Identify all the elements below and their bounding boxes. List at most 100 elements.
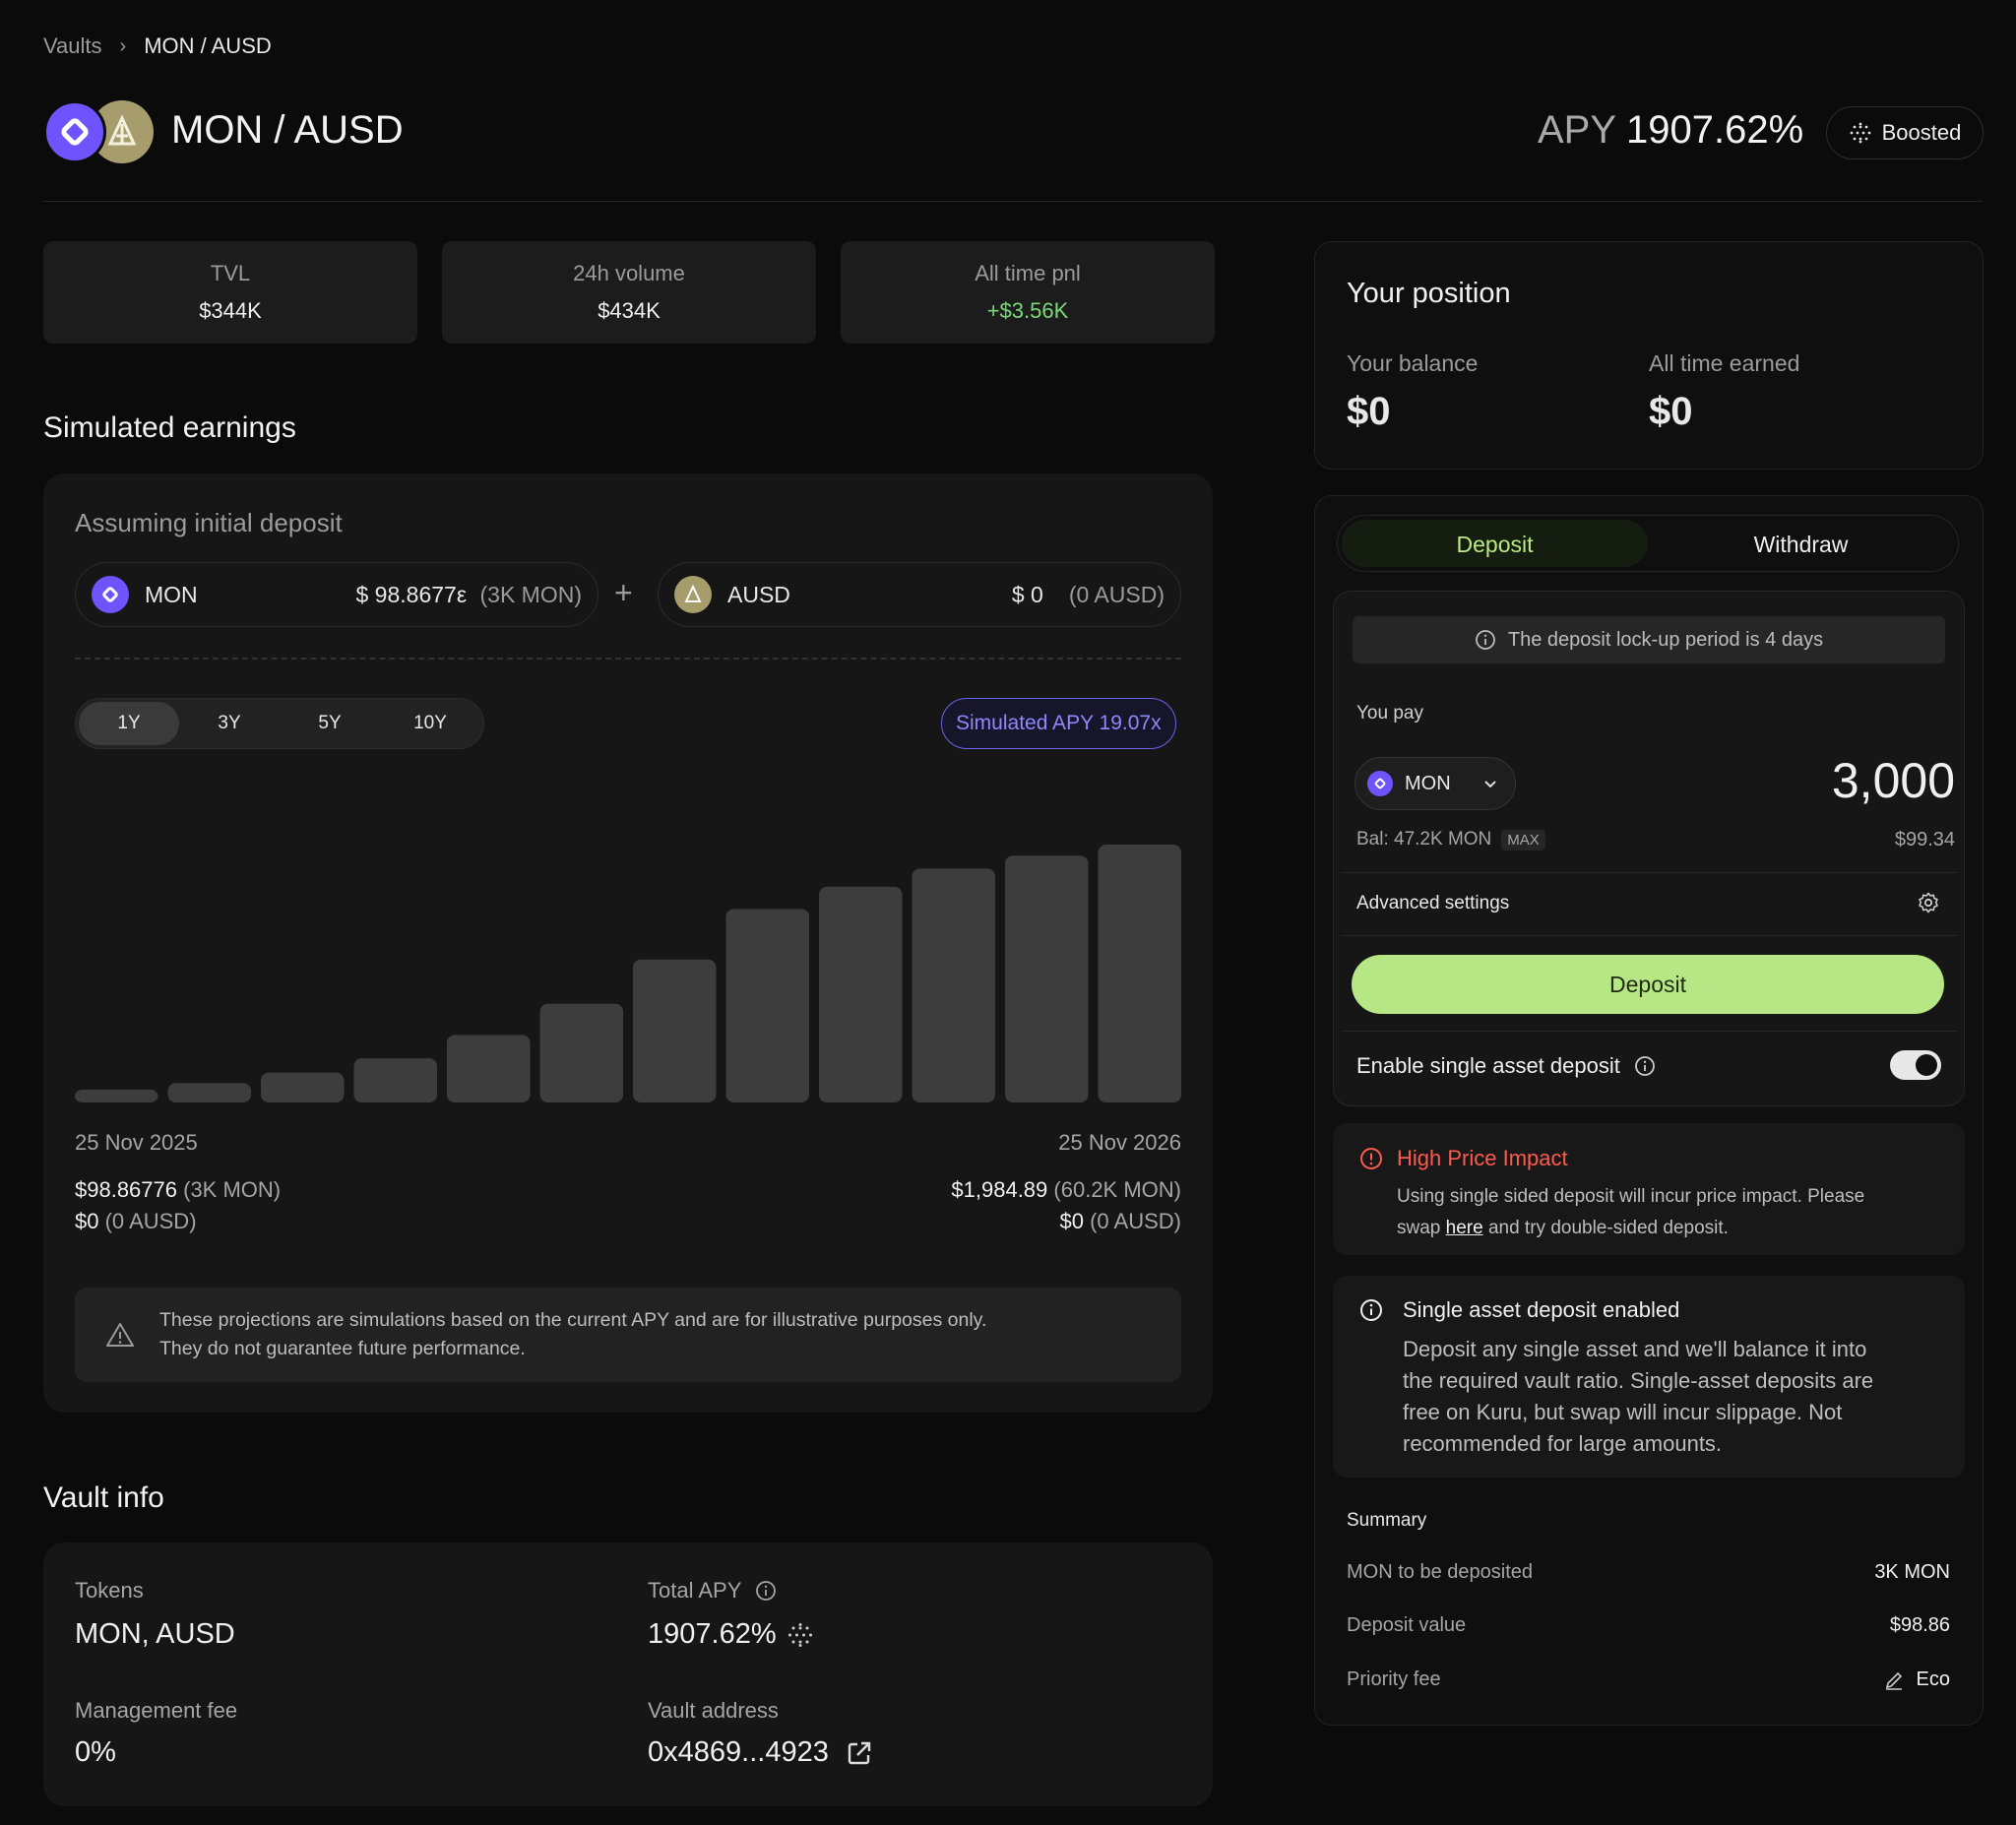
tab-withdraw[interactable]: Withdraw [1753, 532, 1849, 557]
end-b-amount: (0 AUSD) [1090, 1209, 1181, 1233]
summary-label: Deposit value [1347, 1614, 1467, 1636]
vault-info-card [43, 1542, 1213, 1806]
period-3y[interactable]: 3Y [218, 713, 241, 733]
earned-value: $0 [1649, 390, 1693, 433]
chart-bar [1005, 855, 1089, 1102]
chevron-right-icon: › [119, 34, 127, 57]
end-a-amount: (60.2K MON) [1053, 1177, 1181, 1202]
summary-label: MON to be deposited [1347, 1561, 1533, 1583]
form-divider [1341, 1031, 1957, 1032]
token-a-input[interactable]: MON $ 98.8677ε (3K MON) [75, 562, 598, 627]
external-link-icon[interactable] [845, 1738, 874, 1768]
disclaimer-line-1: These projections are simulations based … [159, 1309, 987, 1331]
total-apy-value: 1907.62% [648, 1618, 777, 1650]
pencil-icon [1885, 1671, 1902, 1690]
chart-bar [819, 886, 903, 1102]
chart-bar [633, 959, 717, 1102]
assuming-label: Assuming initial deposit [75, 508, 343, 537]
fee-label: Management fee [75, 1698, 238, 1723]
advanced-settings[interactable]: Advanced settings [1356, 893, 1510, 913]
boosted-label: Boosted [1881, 120, 1962, 145]
chart-bar [447, 1035, 531, 1102]
max-button[interactable]: MAX [1501, 829, 1545, 850]
address-row: 0x4869...4923 [648, 1736, 874, 1769]
summary-label: Priority fee [1347, 1668, 1441, 1690]
apy-value: 1907.62% [1626, 108, 1804, 152]
tab-deposit[interactable]: Deposit [1342, 520, 1648, 567]
tokens-label: Tokens [75, 1578, 144, 1603]
warning-line-2: swap here and try double-sided deposit. [1397, 1213, 1864, 1244]
stat-value: +$3.56K [986, 298, 1069, 323]
info-icon [1476, 630, 1495, 650]
info-icon[interactable] [755, 1580, 777, 1602]
warning-title: High Price Impact [1397, 1146, 1568, 1170]
dots-grid-icon [788, 1622, 812, 1647]
info-icon[interactable] [1634, 1055, 1656, 1077]
stat-value: $344K [199, 298, 262, 323]
start-value-a: $98.86776 (3K MON) [75, 1177, 281, 1203]
start-date: 25 Nov 2025 [75, 1130, 198, 1155]
token-select[interactable]: MON [1354, 757, 1516, 810]
period-1y[interactable]: 1Y [79, 702, 179, 745]
warning-swap-text: swap [1397, 1218, 1441, 1238]
chevron-down-icon [1484, 781, 1496, 788]
amount-usd: $99.34 [1894, 829, 1955, 850]
disclaimer-line-2: They do not guarantee future performance… [159, 1338, 526, 1359]
start-b-value: $0 [75, 1209, 99, 1233]
info-icon [1360, 1299, 1382, 1321]
dots-grid-icon [1850, 122, 1871, 144]
price-impact-warning [1333, 1123, 1965, 1255]
single-asset-row: Enable single asset deposit [1356, 1053, 1656, 1079]
end-value-a: $1,984.89 (60.2K MON) [951, 1177, 1181, 1203]
end-a-value: $1,984.89 [951, 1177, 1048, 1202]
deposit-button[interactable]: Deposit [1352, 955, 1944, 1014]
token-b-usd: $ 0 [1011, 581, 1043, 607]
form-divider [1341, 935, 1957, 936]
lockup-notice: The deposit lock-up period is 4 days [1353, 616, 1945, 663]
period-5y[interactable]: 5Y [318, 713, 342, 733]
total-apy-row: Total APY [648, 1578, 777, 1604]
priority-fee-row[interactable]: Eco [1883, 1668, 1950, 1691]
chart-bar [1098, 844, 1181, 1102]
info-line-2: the required vault ratio. Single-asset d… [1403, 1368, 1874, 1393]
end-value-b: $0 (0 AUSD) [1059, 1209, 1181, 1234]
selected-token: MON [1405, 772, 1451, 794]
disclaimer: These projections are simulations based … [75, 1288, 1181, 1382]
info-line-1: Deposit any single asset and we'll balan… [1403, 1337, 1867, 1361]
page-title: MON / AUSD [171, 108, 404, 152]
summary-heading: Summary [1347, 1510, 1427, 1531]
deposit-form [1333, 591, 1965, 1106]
stat-label: 24h volume [573, 261, 685, 285]
chart-bar [725, 909, 809, 1102]
dashed-divider [75, 658, 1181, 660]
vault-info-heading: Vault info [43, 1481, 164, 1514]
chart-bar [912, 868, 995, 1102]
boosted-badge[interactable]: Boosted [1826, 106, 1984, 159]
header-apy: APY 1907.62% [1538, 108, 1803, 153]
chart-bar [75, 1089, 158, 1102]
amount-input[interactable]: 3,000 [1831, 753, 1955, 808]
you-pay-label: You pay [1356, 703, 1423, 724]
position-card [1314, 241, 1984, 470]
position-heading: Your position [1347, 278, 1511, 309]
balance-label: Your balance [1347, 350, 1479, 376]
period-selector: 1Y 3Y 5Y 10Y [75, 698, 484, 749]
stat-value: $434K [598, 298, 661, 323]
period-10y[interactable]: 10Y [413, 713, 447, 733]
tokens-value: MON, AUSD [75, 1618, 235, 1650]
gear-icon[interactable] [1917, 891, 1940, 914]
alert-circle-icon [1360, 1148, 1382, 1169]
chart-bar [539, 1003, 623, 1102]
swap-here-link[interactable]: here [1445, 1218, 1483, 1238]
breadcrumb-vaults-link[interactable]: Vaults [43, 33, 102, 58]
single-asset-toggle[interactable] [1890, 1050, 1941, 1080]
token-a-amount: (3K MON) [479, 581, 583, 607]
summary-value: 3K MON [1874, 1561, 1950, 1583]
end-b-value: $0 [1059, 1209, 1084, 1233]
token-b-name: AUSD [727, 581, 790, 607]
warning-line-1: Using single sided deposit will incur pr… [1397, 1186, 1865, 1207]
vault-address[interactable]: 0x4869...4923 [648, 1736, 829, 1768]
token-b-input[interactable]: AUSD $ 0 (0 AUSD) [658, 562, 1181, 627]
chart-bar [353, 1058, 437, 1102]
info-title: Single asset deposit enabled [1403, 1297, 1680, 1322]
